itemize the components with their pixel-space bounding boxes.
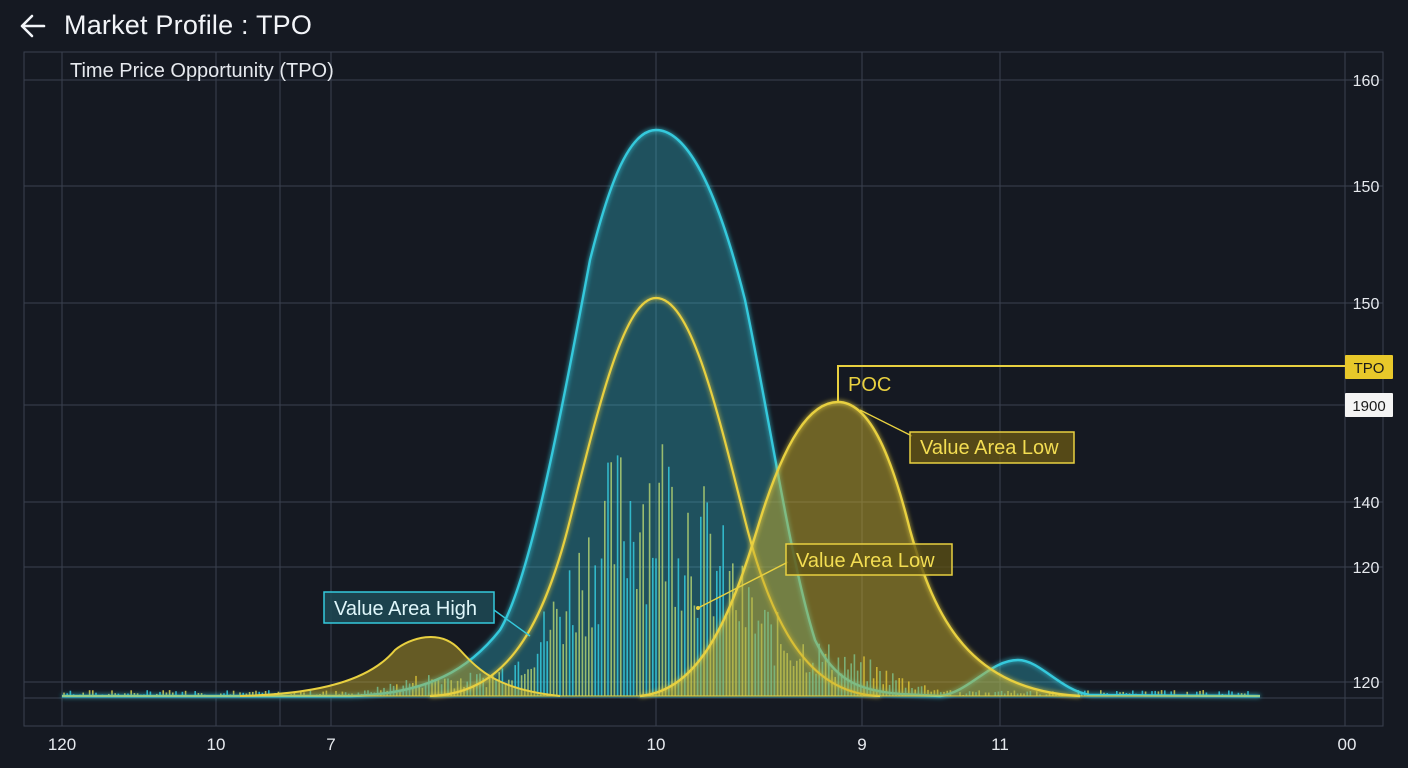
val-lower-leader xyxy=(697,561,789,609)
page-title: Market Profile : TPO xyxy=(64,10,313,40)
val-lower-label: Value Area Low xyxy=(796,550,935,572)
tpo-badge-box xyxy=(1345,355,1393,379)
y-tick-label: 140 xyxy=(1353,495,1380,512)
yellow-left-hump-line xyxy=(239,635,561,697)
y-tick-label: 120 xyxy=(1353,560,1380,577)
vah-label: Value Area High xyxy=(334,598,477,620)
chart-title: Time Price Opportunity (TPO) xyxy=(70,60,334,82)
x-tick-label: 10 xyxy=(207,735,226,754)
val-upper-leader xyxy=(859,409,913,437)
x-tick-label: 120 xyxy=(48,735,76,754)
y-axis-ticks: 160 150 150 140 120 120 xyxy=(1353,73,1380,692)
y-tick-label: 150 xyxy=(1353,296,1380,313)
val-lower-leader-dot xyxy=(696,606,700,610)
value-area-low-annotation-lower: Value Area Low xyxy=(696,543,953,610)
profile-curves xyxy=(62,128,1261,698)
poc-label: POC xyxy=(848,374,891,396)
back-button[interactable] xyxy=(14,8,52,44)
price-badge-box xyxy=(1345,393,1393,417)
vah-leader xyxy=(493,609,531,637)
x-tick-label: 10 xyxy=(647,735,666,754)
tpo-badge: TPO xyxy=(1345,355,1393,379)
arrow-left-icon xyxy=(20,14,46,38)
plot-frame xyxy=(23,51,1384,727)
value-area-low-annotation-upper: Value Area Low xyxy=(859,409,1075,464)
poc-leader-line xyxy=(837,365,1345,402)
vah-box xyxy=(323,591,495,624)
yellow-right-hump-line xyxy=(639,400,1081,698)
yellow-left-hump-fill xyxy=(240,636,560,696)
val-upper-box xyxy=(909,431,1075,464)
x-axis-ticks: 120 10 7 10 9 11 00 xyxy=(48,735,1357,754)
val-lower-box xyxy=(785,543,953,576)
poc-marker: POC xyxy=(837,365,1345,402)
tpo-badge-label: TPO xyxy=(1354,360,1385,377)
x-tick-label: 9 xyxy=(857,735,866,754)
y-tick-label: 150 xyxy=(1353,179,1380,196)
val-upper-label: Value Area Low xyxy=(920,437,1059,459)
header-bar: Market Profile : TPO xyxy=(0,0,1408,52)
x-tick-label: 00 xyxy=(1338,735,1357,754)
x-tick-label: 11 xyxy=(991,735,1009,754)
cyan-profile-fill xyxy=(62,130,1260,698)
x-tick-label: 7 xyxy=(326,735,335,754)
price-badge: 1900 xyxy=(1345,393,1393,417)
y-tick-label: 120 xyxy=(1353,675,1380,692)
value-area-high-annotation: Value Area High xyxy=(323,591,531,637)
y-tick-label: 160 xyxy=(1353,73,1380,90)
price-badge-label: 1900 xyxy=(1352,398,1385,415)
